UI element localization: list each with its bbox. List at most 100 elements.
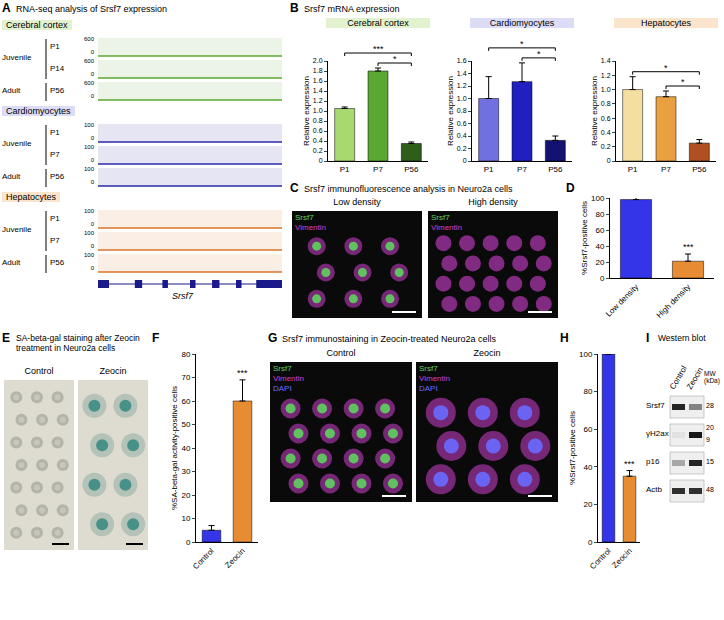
svg-text:1.4: 1.4 [313,87,323,94]
svg-text:Zeocin: Zeocin [223,546,246,569]
svg-text:P1: P1 [628,165,638,174]
svg-text:20: 20 [595,258,604,267]
svg-text:1.6: 1.6 [313,77,323,84]
svg-text:80: 80 [181,350,190,359]
svg-text:60: 60 [181,397,190,406]
html-text:Cerebral cortex: Cerebral cortex [6,20,68,30]
svg-text:P56: P56 [692,165,707,174]
svg-text:60: 60 [583,425,592,434]
svg-text:20: 20 [181,491,190,500]
svg-text:0.2: 0.2 [601,143,611,150]
svg-text:0.6: 0.6 [601,115,611,122]
svg-text:1.2: 1.2 [601,72,611,79]
svg-text:P56: P56 [548,165,563,174]
svg-text:Relative expression: Relative expression [302,76,311,146]
svg-text:P7: P7 [517,165,527,174]
svg-text:1.0: 1.0 [601,86,611,93]
svg-text:60: 60 [595,226,604,235]
svg-text:P56: P56 [404,165,419,174]
html-text:Hepatocytes: Hepatocytes [6,192,56,202]
html-text:Cardiomyocytes: Cardiomyocytes [6,106,71,116]
svg-text:Relative expression: Relative expression [590,76,599,146]
svg-text:1.0: 1.0 [313,107,323,114]
svg-text:0: 0 [607,157,611,164]
svg-text:1.2: 1.2 [457,82,467,89]
svg-text:10: 10 [181,514,190,523]
svg-text:*: * [537,49,541,59]
svg-text:80: 80 [595,210,604,219]
html-text:MW (kDa): MW (kDa) [704,370,720,385]
svg-text:%SA-beta-gal activity-positive: %SA-beta-gal activity-positive cells [170,386,179,510]
svg-text:1.4: 1.4 [601,57,611,64]
svg-text:100: 100 [579,350,593,359]
svg-text:Control: Control [588,546,613,571]
svg-text:0.8: 0.8 [457,107,467,114]
html-text:Cerebral cortex: Cerebral cortex [347,18,409,28]
svg-text:0.8: 0.8 [313,117,323,124]
svg-text:P1: P1 [484,165,494,174]
svg-text:2.0: 2.0 [313,57,323,64]
svg-text:30: 30 [181,467,190,476]
svg-text:50: 50 [181,420,190,429]
svg-text:Control: Control [191,546,216,571]
svg-text:P1: P1 [340,165,350,174]
html-text:Srsf7 mRNA expression: Srsf7 mRNA expression [304,4,400,14]
svg-text:40: 40 [595,242,604,251]
svg-text:40: 40 [583,463,592,472]
svg-text:80: 80 [583,387,592,396]
svg-text:0.4: 0.4 [313,137,323,144]
svg-text:1.0: 1.0 [457,95,467,102]
html-text:Control: Control [326,348,356,358]
svg-text:0.4: 0.4 [601,129,611,136]
svg-text:20: 20 [583,500,592,509]
svg-text:*: * [681,77,685,87]
svg-text:P7: P7 [661,165,671,174]
svg-text:%Srsf7-positive cells: %Srsf7-positive cells [580,201,589,275]
svg-text:***: *** [624,459,635,469]
svg-text:0.4: 0.4 [457,132,467,139]
svg-text:1.8: 1.8 [313,67,323,74]
svg-text:P7: P7 [373,165,383,174]
svg-text:0: 0 [463,157,467,164]
html-text:Hepatocytes: Hepatocytes [641,18,691,28]
svg-text:0.6: 0.6 [313,127,323,134]
html-text:Srsf7: Srsf7 [172,291,193,301]
html-text:SA-beta-gal staining after Zeo: SA-beta-gal staining after Zeocin treatm… [16,333,140,353]
html-text:Low density: Low density [333,197,381,207]
svg-text:***: *** [373,44,384,54]
svg-text:Zeocin: Zeocin [610,546,633,569]
svg-text:0.2: 0.2 [457,145,467,152]
svg-text:*: * [664,63,668,73]
html-text:Cardiomyocytes: Cardiomyocytes [489,18,555,28]
svg-text:1.6: 1.6 [457,57,467,64]
html-text:High density: High density [468,197,518,207]
html-text:Zeocin: Zeocin [473,348,501,358]
svg-text:0.8: 0.8 [601,100,611,107]
svg-text:%Srsf7-positive cells: %Srsf7-positive cells [568,411,577,485]
html-text:Zeocin: Zeocin [99,366,127,376]
svg-text:1.2: 1.2 [313,97,323,104]
svg-text:40: 40 [181,444,190,453]
svg-text:1.4: 1.4 [457,70,467,77]
html-text:Zeocin: Zeocin [684,365,705,392]
html-text:Control: Control [24,366,54,376]
svg-text:High density: High density [655,282,692,319]
svg-text:0: 0 [588,538,593,547]
svg-text:100: 100 [591,194,605,203]
html-text:G Srsf7 immunostaining in Zeoc: G Srsf7 immunostaining in Zeocin-treated… [268,331,497,345]
html-text:Control: Control [667,364,689,392]
html-text:Srsf7 immunofluorescence analy: Srsf7 immunofluorescence analysis in Neu… [304,184,513,194]
svg-text:*: * [520,39,524,49]
svg-text:0: 0 [186,538,191,547]
html-text:RNA-seq analysis of Srsf7 expr: RNA-seq analysis of Srsf7 expression [16,4,168,14]
svg-text:0.2: 0.2 [313,147,323,154]
svg-text:Relative expression: Relative expression [446,76,455,146]
svg-text:***: *** [683,242,694,252]
svg-text:Low density: Low density [604,282,640,318]
svg-text:0: 0 [600,274,605,283]
svg-text:0: 0 [319,157,323,164]
svg-text:70: 70 [181,373,190,382]
svg-text:0.6: 0.6 [457,120,467,127]
svg-text:***: *** [237,368,248,378]
svg-text:*: * [393,54,397,64]
